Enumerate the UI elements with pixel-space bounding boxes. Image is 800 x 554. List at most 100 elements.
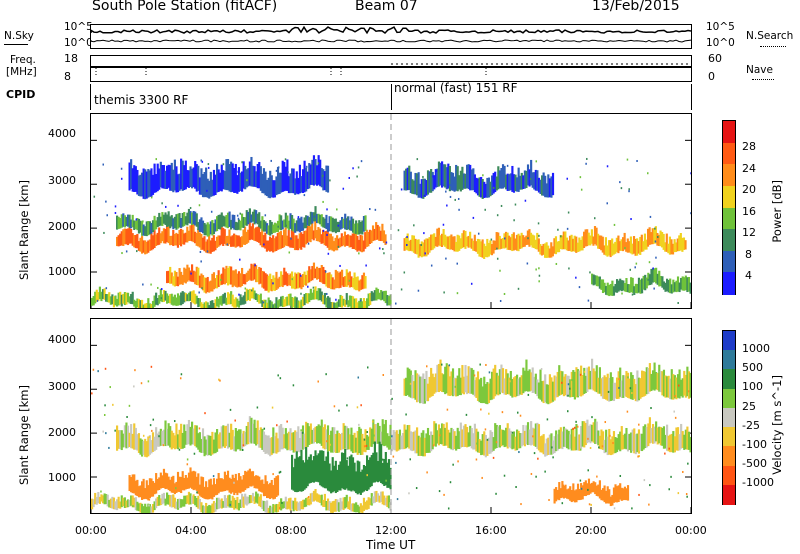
power-cell (297, 217, 300, 232)
power-speck (445, 257, 447, 260)
power-cell (247, 289, 250, 300)
velocity-cell (276, 504, 280, 513)
velocity-cell (450, 427, 453, 450)
velocity-cell (353, 462, 356, 492)
power-speck (106, 214, 108, 217)
velocity-speck (572, 428, 574, 431)
velocity-cell (167, 476, 170, 491)
power-cell (251, 287, 255, 299)
power-cell (356, 235, 359, 252)
power-speck (378, 247, 381, 250)
velocity-cell (573, 371, 576, 400)
velocity-cell (658, 426, 661, 444)
velocity-cell (647, 423, 650, 447)
freq-tick-high: 18 (64, 52, 78, 65)
power-speck (568, 267, 570, 270)
power-cell (586, 229, 589, 247)
power-cell (278, 172, 281, 194)
power-cell (180, 292, 183, 306)
power-cell (195, 164, 198, 192)
velocity-cell (519, 377, 522, 395)
power-cell (280, 215, 283, 231)
power-cell (230, 219, 233, 230)
power-cell (147, 240, 150, 253)
power-cell (591, 273, 594, 285)
power-cell (684, 240, 687, 250)
velocity-cell (114, 501, 117, 510)
velocity-cell (537, 382, 541, 399)
velocity-cell (344, 497, 347, 509)
velocity-cell (587, 478, 591, 495)
velocity-cell (567, 375, 570, 397)
velocity-cell (419, 376, 422, 404)
velocity-cell (305, 447, 308, 489)
velocity-speck (97, 370, 99, 373)
velocity-cell (362, 438, 366, 452)
power-cell (236, 222, 239, 231)
power-cell (183, 292, 186, 303)
power-cell (184, 268, 187, 284)
power-cell (355, 277, 358, 291)
power-cell (116, 298, 119, 307)
velocity-cell (356, 460, 359, 495)
power-cell (156, 217, 159, 228)
power-cell (128, 162, 131, 191)
velocity-cell (645, 367, 648, 395)
power-speck (621, 292, 623, 295)
power-cell (245, 288, 248, 302)
power-cell (447, 236, 450, 250)
velocity-cell (314, 426, 317, 443)
velocity-cell (231, 429, 234, 450)
power-speck (206, 189, 208, 192)
power-cell (312, 262, 316, 279)
power-cell (164, 228, 167, 244)
power-cell (280, 271, 283, 287)
velocity-cell (217, 434, 220, 449)
velocity-cell (330, 470, 333, 494)
velocity-cell (473, 423, 476, 450)
power-cell (214, 219, 217, 232)
power-cell (229, 236, 233, 247)
velocity-cell (364, 429, 367, 453)
velocity-speck (685, 493, 688, 496)
power-cell (671, 243, 675, 255)
velocity-cell (175, 423, 178, 449)
power-cell (414, 172, 417, 195)
power-cell (278, 214, 281, 230)
power-cell (620, 280, 623, 292)
velocity-cell (600, 429, 603, 450)
power-cell (186, 170, 189, 188)
velocity-speck (485, 363, 487, 366)
velocity-cell (687, 371, 691, 399)
power-cell (309, 226, 312, 243)
velocity-cell (564, 484, 567, 498)
velocity-speck (552, 456, 554, 459)
power-cell (637, 277, 641, 293)
power-cell (98, 286, 101, 300)
power-cell (192, 210, 195, 225)
velocity-cell (605, 429, 608, 453)
velocity-cell (230, 423, 233, 450)
velocity-speck (112, 403, 114, 406)
power-cell (291, 168, 294, 193)
velocity-cell (195, 425, 198, 448)
velocity-cell (164, 498, 167, 506)
velocity-cell (170, 476, 173, 493)
power-cell (517, 233, 520, 252)
velocity-cell (292, 500, 295, 512)
velocity-cell (303, 462, 306, 490)
velocity-speck (571, 379, 573, 382)
power-speck (142, 220, 144, 223)
power-cell (197, 267, 200, 286)
power-cell (419, 183, 422, 198)
power-cell (166, 165, 169, 189)
velocity-speck (486, 438, 489, 441)
power-cell (145, 221, 148, 237)
power-cell (184, 232, 187, 243)
power-speck (635, 262, 638, 265)
velocity-cell (153, 436, 156, 452)
velocity-cell (384, 497, 387, 506)
velocity-cell (289, 428, 292, 451)
power-cell (289, 273, 292, 286)
velocity-cell (256, 420, 259, 445)
